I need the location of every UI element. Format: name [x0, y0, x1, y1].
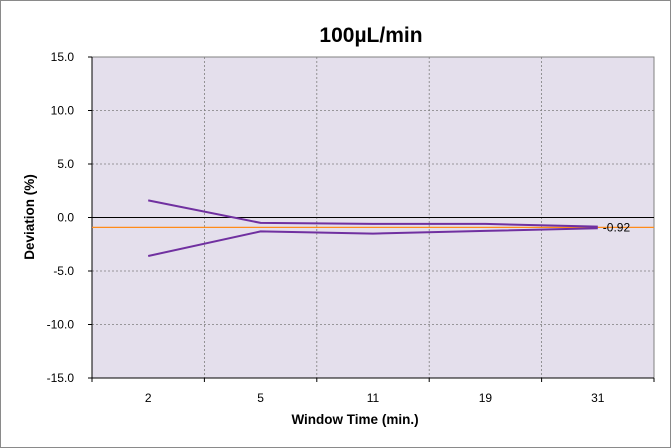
y-axis-label: Deviation (%) [22, 174, 37, 260]
series-line-1 [148, 199, 598, 228]
tick-layer: 15.0 10.0 5.0 0.0 -5.0 -10.0 -15.0 2 5 11 19 31 [47, 50, 655, 405]
y-tick-label: 15.0 [51, 50, 75, 64]
y-tick-label: 5.0 [57, 157, 74, 171]
x-tick-label: 5 [257, 391, 264, 405]
grid-layer [92, 57, 654, 378]
y-tick-label: -5.0 [53, 264, 74, 278]
y-tick-label: 10.0 [51, 104, 75, 118]
y-tick-label: -15.0 [47, 371, 75, 385]
x-tick-label: 19 [479, 391, 493, 405]
x-tick-label: 31 [591, 391, 605, 405]
x-tick-label: 11 [367, 391, 380, 405]
reference-line-label: -0.92 [603, 220, 631, 234]
series-line-2 [147, 227, 598, 257]
x-tick-label: 2 [145, 391, 152, 405]
y-tick-label: -10.0 [47, 318, 75, 332]
series-layer: -0.92 [92, 199, 654, 257]
chart-title: 100µL/min [319, 24, 422, 47]
y-tick-label: 0.0 [57, 211, 74, 225]
x-axis-label: Window Time (min.) [291, 412, 418, 427]
